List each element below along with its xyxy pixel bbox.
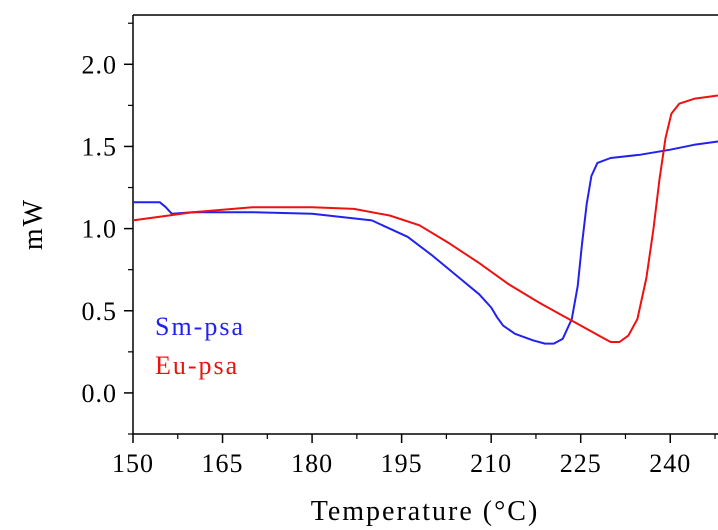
x-tick-label: 225: [560, 449, 602, 478]
x-tick-label: 150: [112, 449, 154, 478]
x-tick-label: 165: [202, 449, 244, 478]
legend-entry-1: Eu-psa: [155, 351, 239, 380]
y-axis-title: mW: [18, 198, 49, 250]
x-tick-label: 210: [470, 449, 512, 478]
series-line-1: [132, 94, 718, 343]
y-axis-ticks: 0.0 0.5 1.0 1.5 2.0: [82, 22, 133, 435]
y-tick-label: 0.0: [82, 379, 118, 408]
series-layer: [132, 94, 718, 345]
y-tick-label: 1.0: [82, 215, 118, 244]
legend-entry-0: Sm-psa: [155, 312, 245, 341]
y-tick-label: 0.5: [82, 297, 118, 326]
series-line-0: [133, 140, 718, 345]
x-tick-label: 180: [291, 449, 333, 478]
y-tick-label: 2.0: [82, 50, 118, 79]
x-tick-label: 240: [649, 449, 691, 478]
legend: Sm-psa Eu-psa: [155, 312, 245, 380]
x-axis-title: Temperature (°C): [311, 496, 540, 527]
y-tick-label: 1.5: [82, 132, 118, 161]
plot-frame: [132, 14, 718, 435]
x-axis-ticks: 150 165 180 195 210 225 240: [112, 434, 716, 478]
x-tick-label: 195: [381, 449, 423, 478]
